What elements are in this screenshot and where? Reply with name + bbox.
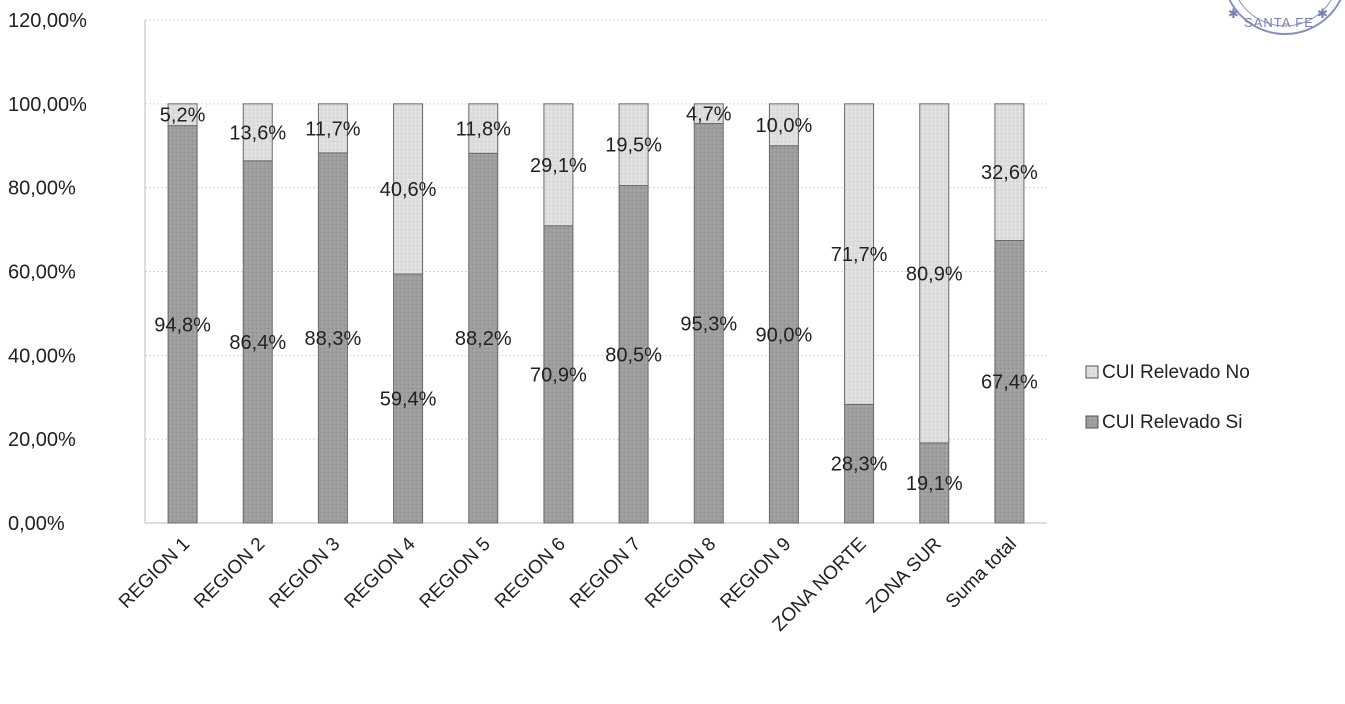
data-label-no: 29,1% — [530, 155, 587, 177]
data-label-no: 10,0% — [756, 115, 813, 137]
y-tick-label: 80,00% — [8, 178, 76, 200]
y-tick-label: 20,00% — [8, 429, 76, 451]
data-label-si: 88,3% — [305, 328, 362, 350]
stamp-text: SANTA FE — [1244, 15, 1314, 30]
data-label-no: 11,7% — [305, 118, 360, 140]
bar-segment-no — [618, 103, 649, 187]
x-category-label: REGION 8 — [641, 534, 720, 613]
bar-segment-si — [242, 160, 273, 524]
bar-segment-no — [317, 103, 348, 154]
legend-label-si: CUI Relevado Si — [1102, 412, 1242, 433]
y-tick-label: 0,00% — [8, 513, 65, 535]
data-label-si: 95,3% — [680, 313, 737, 335]
bar-segment-no — [693, 103, 724, 125]
bar-segment-no — [543, 103, 574, 227]
x-category-label: REGION 5 — [416, 534, 495, 613]
data-label-si: 80,5% — [605, 344, 662, 366]
y-tick-label: 120,00% — [8, 10, 87, 32]
stamp-ring-outer — [1228, 0, 1342, 35]
legend-swatch-no — [1085, 365, 1099, 379]
bar-segment-no — [468, 103, 499, 154]
data-label-si: 28,3% — [831, 454, 888, 476]
x-category-label: REGION 1 — [115, 534, 194, 613]
y-tick-label: 100,00% — [8, 94, 87, 116]
bar-segment-no — [393, 103, 424, 275]
legend-entry-si: CUI Relevado Si — [1085, 412, 1242, 433]
bar-segment-si — [543, 225, 574, 524]
x-category-label: Suma total — [942, 534, 1021, 613]
stamp-star-right: ✱ — [1317, 6, 1329, 21]
legend: CUI Relevado No CUI Relevado Si — [1085, 362, 1250, 433]
data-label-si: 19,1% — [906, 473, 963, 495]
data-label-no: 40,6% — [380, 179, 437, 201]
data-label-si: 94,8% — [154, 314, 211, 336]
data-label-si: 70,9% — [530, 364, 587, 386]
official-stamp: ✱ SANTA FE ✱ — [1228, 0, 1342, 35]
data-label-no: 11,8% — [456, 119, 511, 141]
x-category-label: REGION 2 — [190, 534, 269, 613]
data-label-si: 67,4% — [981, 372, 1038, 394]
data-label-no: 13,6% — [229, 122, 286, 144]
bar-segment-si — [468, 152, 499, 524]
data-label-no: 71,7% — [831, 244, 888, 266]
x-category-label: ZONA SUR — [862, 534, 946, 618]
bar-segment-no — [167, 103, 198, 127]
bar-segment-si — [844, 403, 875, 524]
legend-entry-no: CUI Relevado No — [1085, 362, 1250, 383]
bar-segment-no — [768, 103, 799, 147]
data-label-no: 19,5% — [605, 135, 662, 157]
bars — [167, 103, 1025, 524]
x-category-label: REGION 7 — [566, 534, 645, 613]
x-category-label: REGION 4 — [341, 533, 420, 612]
bar-segment-si — [618, 185, 649, 524]
bar-segment-no — [919, 103, 950, 444]
y-axis-ticks: 0,00% 20,00% 40,00% 60,00% 80,00% 100,00% 120,… — [8, 10, 87, 535]
bar-segment-si — [919, 442, 950, 524]
bar-segment-si — [994, 239, 1025, 524]
data-label-no: 5,2% — [160, 105, 206, 127]
bar-segment-si — [167, 125, 198, 524]
x-category-label: REGION 9 — [716, 534, 795, 613]
data-label-si: 59,4% — [380, 389, 437, 411]
stamp-ring-inner — [1238, 0, 1332, 27]
y-tick-label: 40,00% — [8, 345, 76, 367]
stamp-star-left: ✱ — [1228, 6, 1240, 21]
bar-segment-no — [994, 103, 1025, 241]
data-label-si: 90,0% — [756, 324, 813, 346]
data-label-no: 80,9% — [906, 263, 963, 285]
data-label-si: 88,2% — [455, 328, 512, 350]
y-tick-label: 60,00% — [8, 262, 76, 284]
data-label-no: 4,7% — [686, 104, 732, 126]
gridlines — [145, 19, 1047, 440]
x-category-label: REGION 3 — [265, 534, 344, 613]
x-category-label: REGION 6 — [491, 534, 570, 613]
bar-segment-no — [844, 103, 875, 405]
data-labels: 94,8% 5,2% 86,4% 13,6% 88,3% 11,7% 59,4% 40,6% 8… — [154, 104, 1038, 495]
legend-label-no: CUI Relevado No — [1102, 362, 1250, 383]
legend-swatch-si — [1085, 415, 1099, 429]
data-label-si: 86,4% — [229, 332, 286, 354]
bar-segment-no — [242, 103, 273, 162]
data-label-no: 32,6% — [981, 162, 1038, 184]
bar-segment-si — [693, 123, 724, 524]
